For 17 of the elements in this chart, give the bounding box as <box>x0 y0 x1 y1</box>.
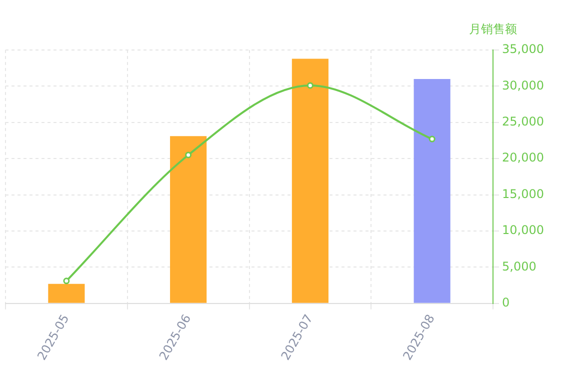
y2-tick-label: 30,000 <box>502 78 544 92</box>
y2-tick-label: 35,000 <box>502 42 544 56</box>
point <box>63 278 70 284</box>
y2-tick-label: 15,000 <box>502 186 544 201</box>
y2-tick-label: 0 <box>502 296 510 310</box>
point <box>306 82 314 89</box>
y2-tick-label: 10,000 <box>502 223 544 238</box>
y2-tick-label: 20,000 <box>502 150 544 165</box>
y2-axis-title: 月销售额 <box>469 22 518 36</box>
y2-tick-label: 5,000 <box>502 259 536 274</box>
bar <box>170 136 207 303</box>
y2-tick-label: 25,000 <box>502 114 544 129</box>
bar <box>414 78 450 303</box>
point <box>428 136 436 142</box>
point <box>185 152 192 158</box>
bar <box>292 58 328 303</box>
bar <box>48 284 85 303</box>
